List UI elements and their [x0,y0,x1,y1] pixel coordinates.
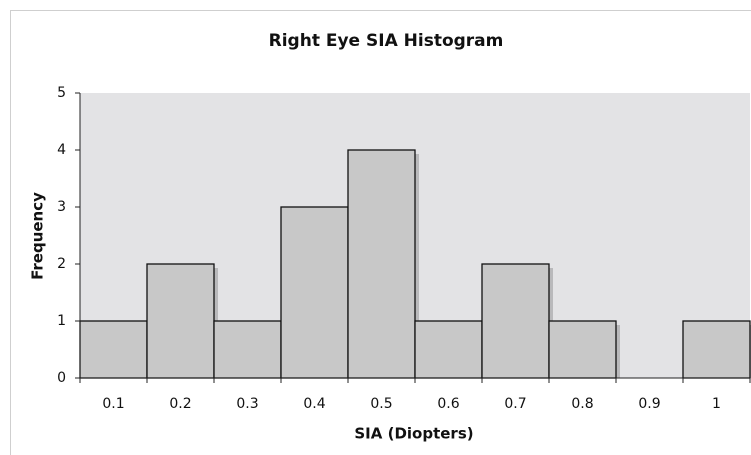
bar [79,320,148,379]
x-axis-title: SIA (Diopters) [354,425,473,443]
y-tick-label: 1 [57,313,66,329]
y-tick-label: 2 [57,256,66,272]
bar [213,320,282,379]
y-tick-label: 5 [57,85,66,101]
x-tick-label: 0.2 [169,396,191,412]
bar [414,320,483,379]
bar [280,206,349,379]
x-tick-label: 0.5 [370,396,392,412]
x-tick-label: 0.9 [638,396,660,412]
x-tick-label: 0.1 [102,396,124,412]
x-tick-label: 0.7 [504,396,526,412]
bar [548,320,617,379]
bar [682,320,751,379]
y-axis-title: Frequency [29,192,47,280]
bar [146,263,215,379]
y-tick-label: 3 [57,199,66,215]
y-tick-label: 0 [57,370,66,386]
bar [481,263,550,379]
x-tick-label: 0.4 [303,396,325,412]
x-tick-label: 0.3 [236,396,258,412]
x-tick-label: 1 [712,396,721,412]
chart-title: Right Eye SIA Histogram [269,31,504,51]
bar [347,149,416,379]
x-tick-label: 0.6 [437,396,459,412]
y-tick-label: 4 [57,142,66,158]
x-tick-label: 0.8 [571,396,593,412]
